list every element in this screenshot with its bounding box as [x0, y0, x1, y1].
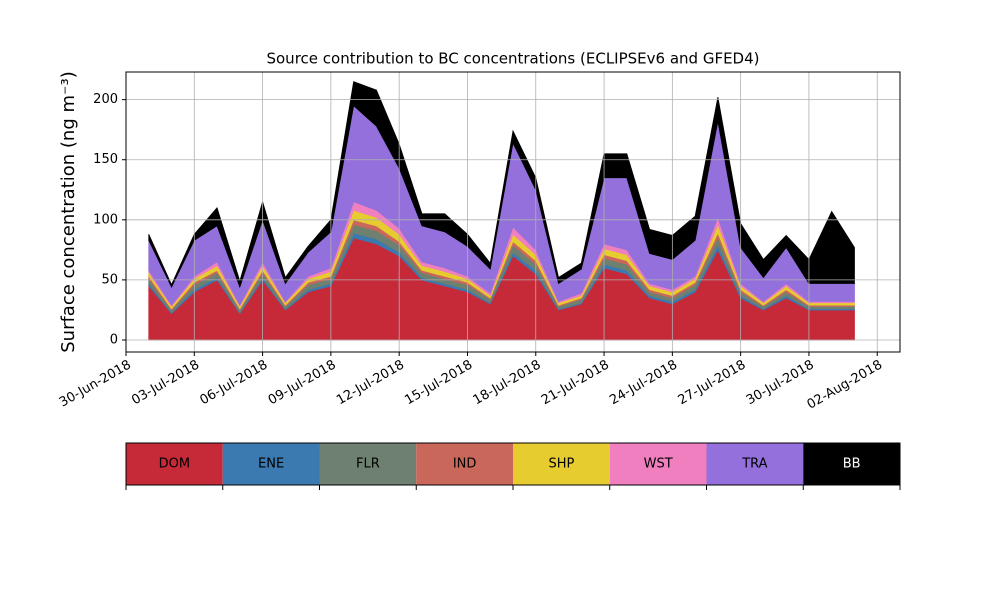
x-tick-label: 12-Jul-2018: [334, 358, 407, 409]
legend-swatch: [319, 443, 417, 485]
legend-swatch: [609, 443, 707, 485]
y-tick-label: 50: [101, 272, 118, 287]
legend-frame: [125, 442, 901, 486]
x-tick-label: 18-Jul-2018: [471, 358, 544, 409]
area-bb: [148, 81, 855, 289]
x-tick-label: 15-Jul-2018: [402, 358, 475, 409]
x-tick-label: 24-Jul-2018: [607, 358, 680, 409]
x-tick-label: 30-Jun-2018: [57, 358, 134, 411]
y-tick-label: 150: [93, 152, 118, 167]
x-tick-label: 03-Jul-2018: [129, 358, 202, 409]
y-tick-label: 100: [93, 212, 118, 227]
legend-label: BB: [843, 457, 861, 472]
legend-swatch: [513, 443, 610, 485]
x-tick-label: 09-Jul-2018: [266, 358, 339, 409]
y-tick-label: 200: [93, 92, 118, 107]
legend-swatch: [222, 443, 320, 485]
y-axis-label: Surface concentration (ng m⁻³): [58, 71, 79, 353]
legend-swatch: [416, 443, 513, 485]
x-tick-label: 27-Jul-2018: [676, 358, 749, 409]
x-tick-label: 06-Jul-2018: [198, 358, 271, 409]
y-tick-label: 0: [110, 332, 118, 347]
legend-label: SHP: [548, 457, 574, 472]
legend-label: FLR: [356, 457, 380, 472]
legend-swatch: [706, 443, 804, 485]
legend-label: WST: [644, 457, 673, 472]
legend-swatch: [803, 443, 900, 485]
legend-label: DOM: [159, 457, 190, 472]
chart-title: Source contribution to BC concentrations…: [266, 50, 759, 68]
legend-label: ENE: [258, 457, 284, 472]
plot-frame: [125, 71, 901, 353]
legend-label: IND: [453, 457, 477, 472]
legend-swatch: [126, 443, 223, 485]
legend-label: TRA: [741, 457, 767, 472]
x-tick-label: 02-Aug-2018: [805, 358, 885, 413]
x-tick-label: 21-Jul-2018: [539, 358, 612, 409]
